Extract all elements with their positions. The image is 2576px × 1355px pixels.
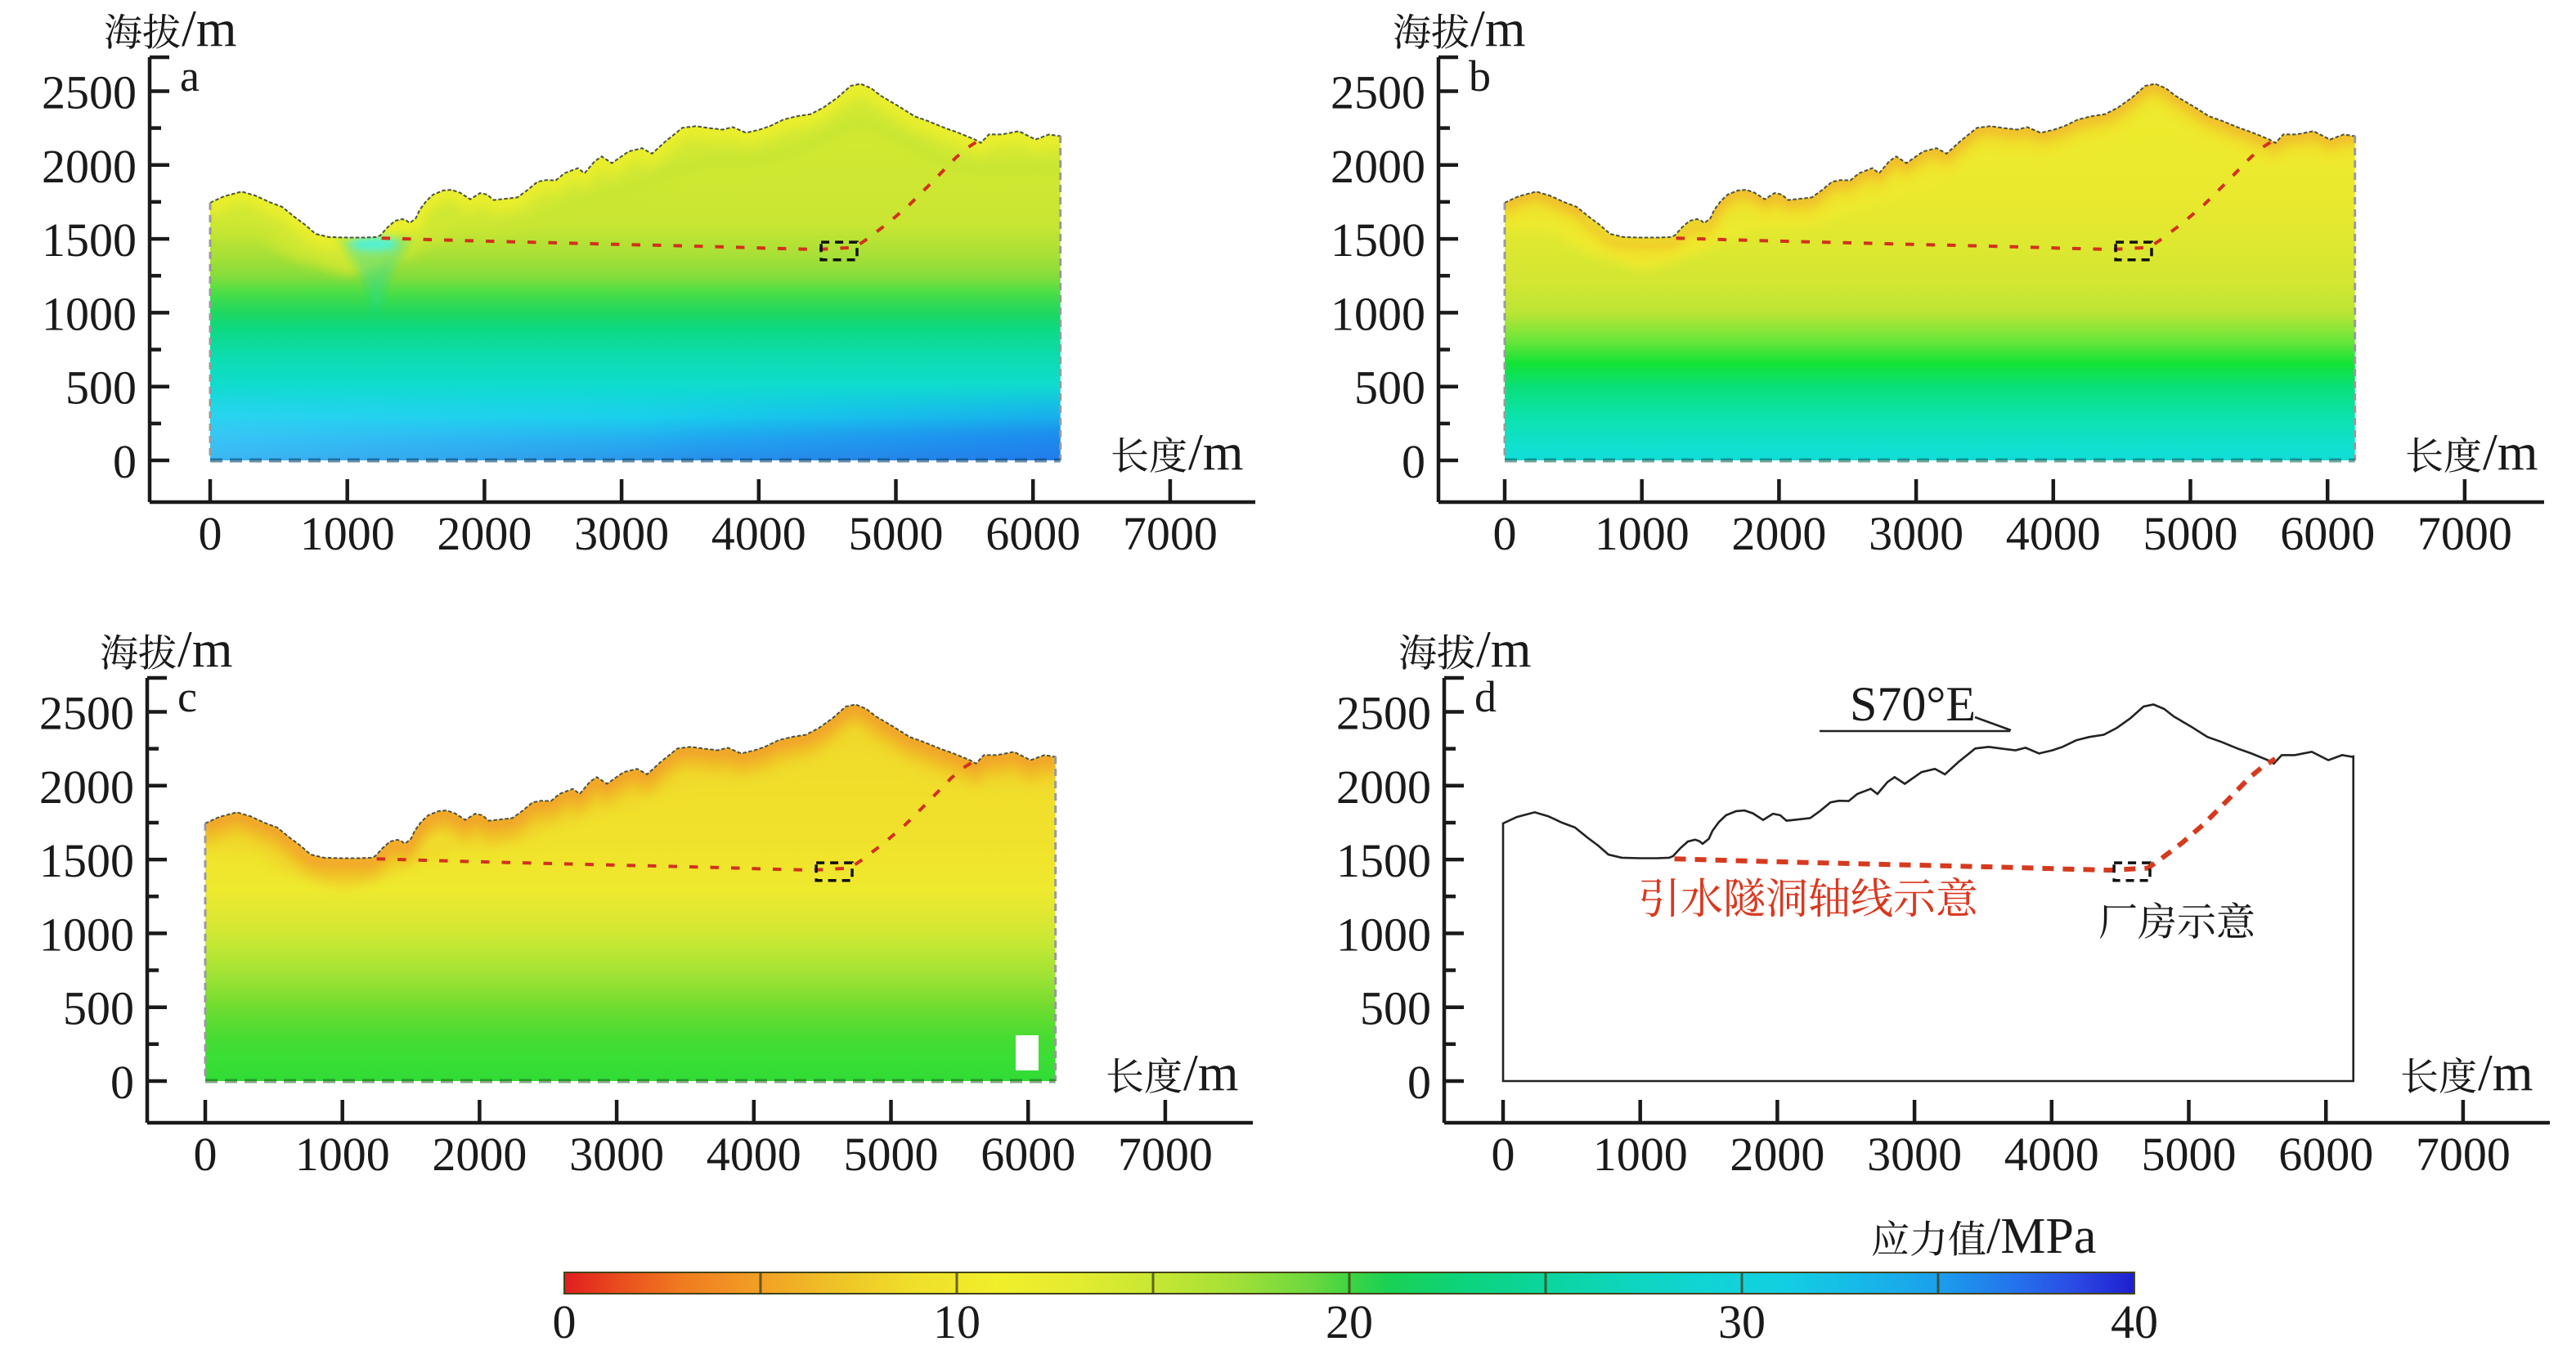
svg-text:500: 500	[63, 982, 134, 1035]
svg-text:/m: /m	[2478, 1043, 2533, 1101]
svg-text:500: 500	[1354, 361, 1425, 415]
svg-text:1000: 1000	[300, 507, 395, 560]
svg-text:2500: 2500	[1336, 687, 1431, 740]
svg-text:2500: 2500	[42, 66, 137, 119]
svg-text:10: 10	[933, 1295, 981, 1348]
svg-text:0: 0	[553, 1295, 577, 1348]
svg-text:3000: 3000	[574, 507, 669, 560]
svg-text:/m: /m	[177, 620, 233, 678]
svg-text:2500: 2500	[1331, 66, 1425, 119]
svg-text:6000: 6000	[2280, 507, 2375, 560]
svg-text:4000: 4000	[707, 1128, 801, 1181]
svg-text:2000: 2000	[1730, 1128, 1824, 1181]
svg-text:2000: 2000	[437, 507, 532, 560]
svg-text:7000: 7000	[1118, 1128, 1213, 1181]
svg-text:1000: 1000	[1336, 908, 1431, 961]
svg-text:/m: /m	[1470, 0, 1526, 57]
svg-text:d: d	[1474, 672, 1497, 721]
svg-text:500: 500	[1360, 982, 1431, 1035]
svg-text:5000: 5000	[2143, 507, 2238, 560]
svg-text:/m: /m	[1476, 620, 1532, 678]
svg-text:3000: 3000	[1869, 507, 1963, 560]
svg-text:2000: 2000	[42, 140, 137, 193]
svg-text:2000: 2000	[1331, 140, 1425, 193]
svg-text:1500: 1500	[42, 213, 137, 267]
svg-text:0: 0	[194, 1128, 218, 1181]
svg-text:/m: /m	[1183, 1043, 1239, 1101]
svg-text:2000: 2000	[1336, 761, 1431, 814]
svg-text:1000: 1000	[1595, 507, 1690, 560]
svg-text:0: 0	[1407, 1056, 1431, 1109]
svg-text:6000: 6000	[2278, 1128, 2373, 1181]
svg-text:0: 0	[1493, 507, 1517, 560]
svg-text:0: 0	[1402, 435, 1425, 488]
svg-text:4000: 4000	[2004, 1128, 2099, 1181]
svg-text:5000: 5000	[2142, 1128, 2237, 1181]
svg-text:5000: 5000	[849, 507, 944, 560]
svg-text:1500: 1500	[39, 834, 134, 887]
svg-text:/m: /m	[1188, 423, 1244, 481]
svg-text:5000: 5000	[844, 1128, 939, 1181]
svg-text:6000: 6000	[981, 1128, 1075, 1181]
svg-text:b: b	[1469, 52, 1491, 101]
svg-text:7000: 7000	[1123, 507, 1218, 560]
svg-text:30: 30	[1718, 1295, 1766, 1348]
svg-text:S70°E: S70°E	[1850, 677, 1976, 731]
svg-text:3000: 3000	[569, 1128, 664, 1181]
svg-text:1000: 1000	[295, 1128, 390, 1181]
svg-text:2000: 2000	[432, 1128, 527, 1181]
svg-text:40: 40	[2111, 1295, 2158, 1348]
svg-text:0: 0	[110, 1056, 134, 1109]
svg-text:0: 0	[113, 435, 137, 488]
svg-text:4000: 4000	[2006, 507, 2101, 560]
svg-text:0: 0	[199, 507, 222, 560]
svg-text:1500: 1500	[1331, 213, 1425, 267]
svg-text:c: c	[177, 672, 197, 721]
svg-text:1000: 1000	[39, 908, 134, 961]
svg-text:1000: 1000	[1331, 287, 1425, 340]
svg-text:7000: 7000	[2416, 1128, 2511, 1181]
svg-text:2000: 2000	[1731, 507, 1826, 560]
svg-text:1000: 1000	[42, 287, 137, 340]
svg-text:/m: /m	[182, 0, 237, 57]
svg-text:7000: 7000	[2417, 507, 2512, 560]
svg-text:20: 20	[1326, 1295, 1373, 1348]
svg-text:6000: 6000	[985, 507, 1080, 560]
svg-text:3000: 3000	[1867, 1128, 1962, 1181]
svg-text:0: 0	[1492, 1128, 1515, 1181]
svg-text:/m: /m	[2483, 423, 2538, 481]
svg-text:4000: 4000	[711, 507, 806, 560]
svg-text:/MPa: /MPa	[1986, 1209, 2096, 1264]
svg-text:1500: 1500	[1336, 834, 1431, 887]
svg-text:1000: 1000	[1593, 1128, 1688, 1181]
svg-text:2500: 2500	[39, 687, 134, 740]
svg-text:500: 500	[65, 361, 137, 415]
svg-text:2000: 2000	[39, 761, 134, 814]
svg-text:a: a	[180, 52, 200, 101]
